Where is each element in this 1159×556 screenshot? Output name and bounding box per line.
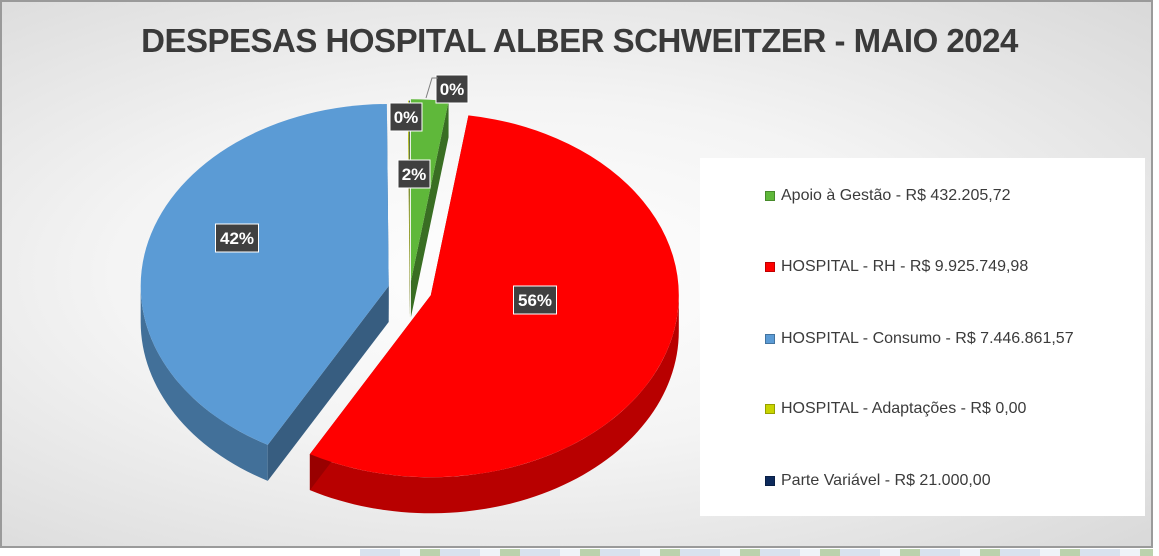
legend-swatch	[765, 262, 775, 272]
data-label: 0%	[389, 102, 423, 132]
legend-item: HOSPITAL - Adaptações - R$ 0,00	[765, 398, 1026, 420]
data-label: 0%	[435, 74, 469, 104]
data-label: 56%	[513, 285, 557, 315]
legend-label: Parte Variável - R$ 21.000,00	[781, 472, 991, 489]
svg-text:0%: 0%	[394, 108, 419, 127]
pie-slice	[309, 115, 679, 514]
slice-side	[410, 101, 449, 318]
legend-swatch	[765, 334, 775, 344]
data-label: 42%	[215, 223, 259, 253]
legend-label: HOSPITAL - Consumo - R$ 7.446.861,57	[781, 330, 1074, 347]
slice-top	[409, 100, 410, 283]
slice-side	[267, 285, 389, 481]
legend-swatch	[765, 404, 775, 414]
page-edge	[1153, 0, 1159, 556]
legend-swatch	[765, 191, 775, 201]
pie-slice	[140, 103, 389, 481]
pie-slice	[408, 100, 410, 319]
legend-item: Parte Variável - R$ 21.000,00	[765, 470, 991, 492]
slice-top	[408, 100, 410, 283]
slice-top	[410, 99, 449, 282]
background-strip	[360, 549, 1159, 556]
slice-top	[140, 103, 389, 445]
svg-text:56%: 56%	[518, 291, 552, 310]
legend-label: Apoio à Gestão - R$ 432.205,72	[781, 187, 1011, 204]
svg-text:2%: 2%	[402, 165, 427, 184]
pie-slice	[410, 99, 449, 318]
legend-item: Apoio à Gestão - R$ 432.205,72	[765, 185, 1011, 207]
legend-swatch	[765, 476, 775, 486]
legend-label: HOSPITAL - Adaptações - R$ 0,00	[781, 400, 1027, 417]
leader-line	[425, 77, 438, 99]
slice-rim	[140, 285, 268, 481]
legend: Apoio à Gestão - R$ 432.205,72 HOSPITAL …	[700, 158, 1145, 516]
slice-rim	[309, 295, 679, 514]
chart-title: DESPESAS HOSPITAL ALBER SCHWEITZER - MAI…	[141, 22, 1018, 59]
svg-text:42%: 42%	[220, 229, 254, 248]
legend-item: HOSPITAL - RH - R$ 9.925.749,98	[765, 256, 1028, 278]
slice-top	[309, 115, 679, 478]
data-label: 2%	[397, 159, 431, 189]
legend-label: HOSPITAL - RH - R$ 9.925.749,98	[781, 258, 1029, 275]
svg-text:0%: 0%	[440, 80, 465, 99]
slice-side	[408, 100, 410, 319]
legend-item: HOSPITAL - Consumo - R$ 7.446.861,57	[765, 328, 1074, 350]
